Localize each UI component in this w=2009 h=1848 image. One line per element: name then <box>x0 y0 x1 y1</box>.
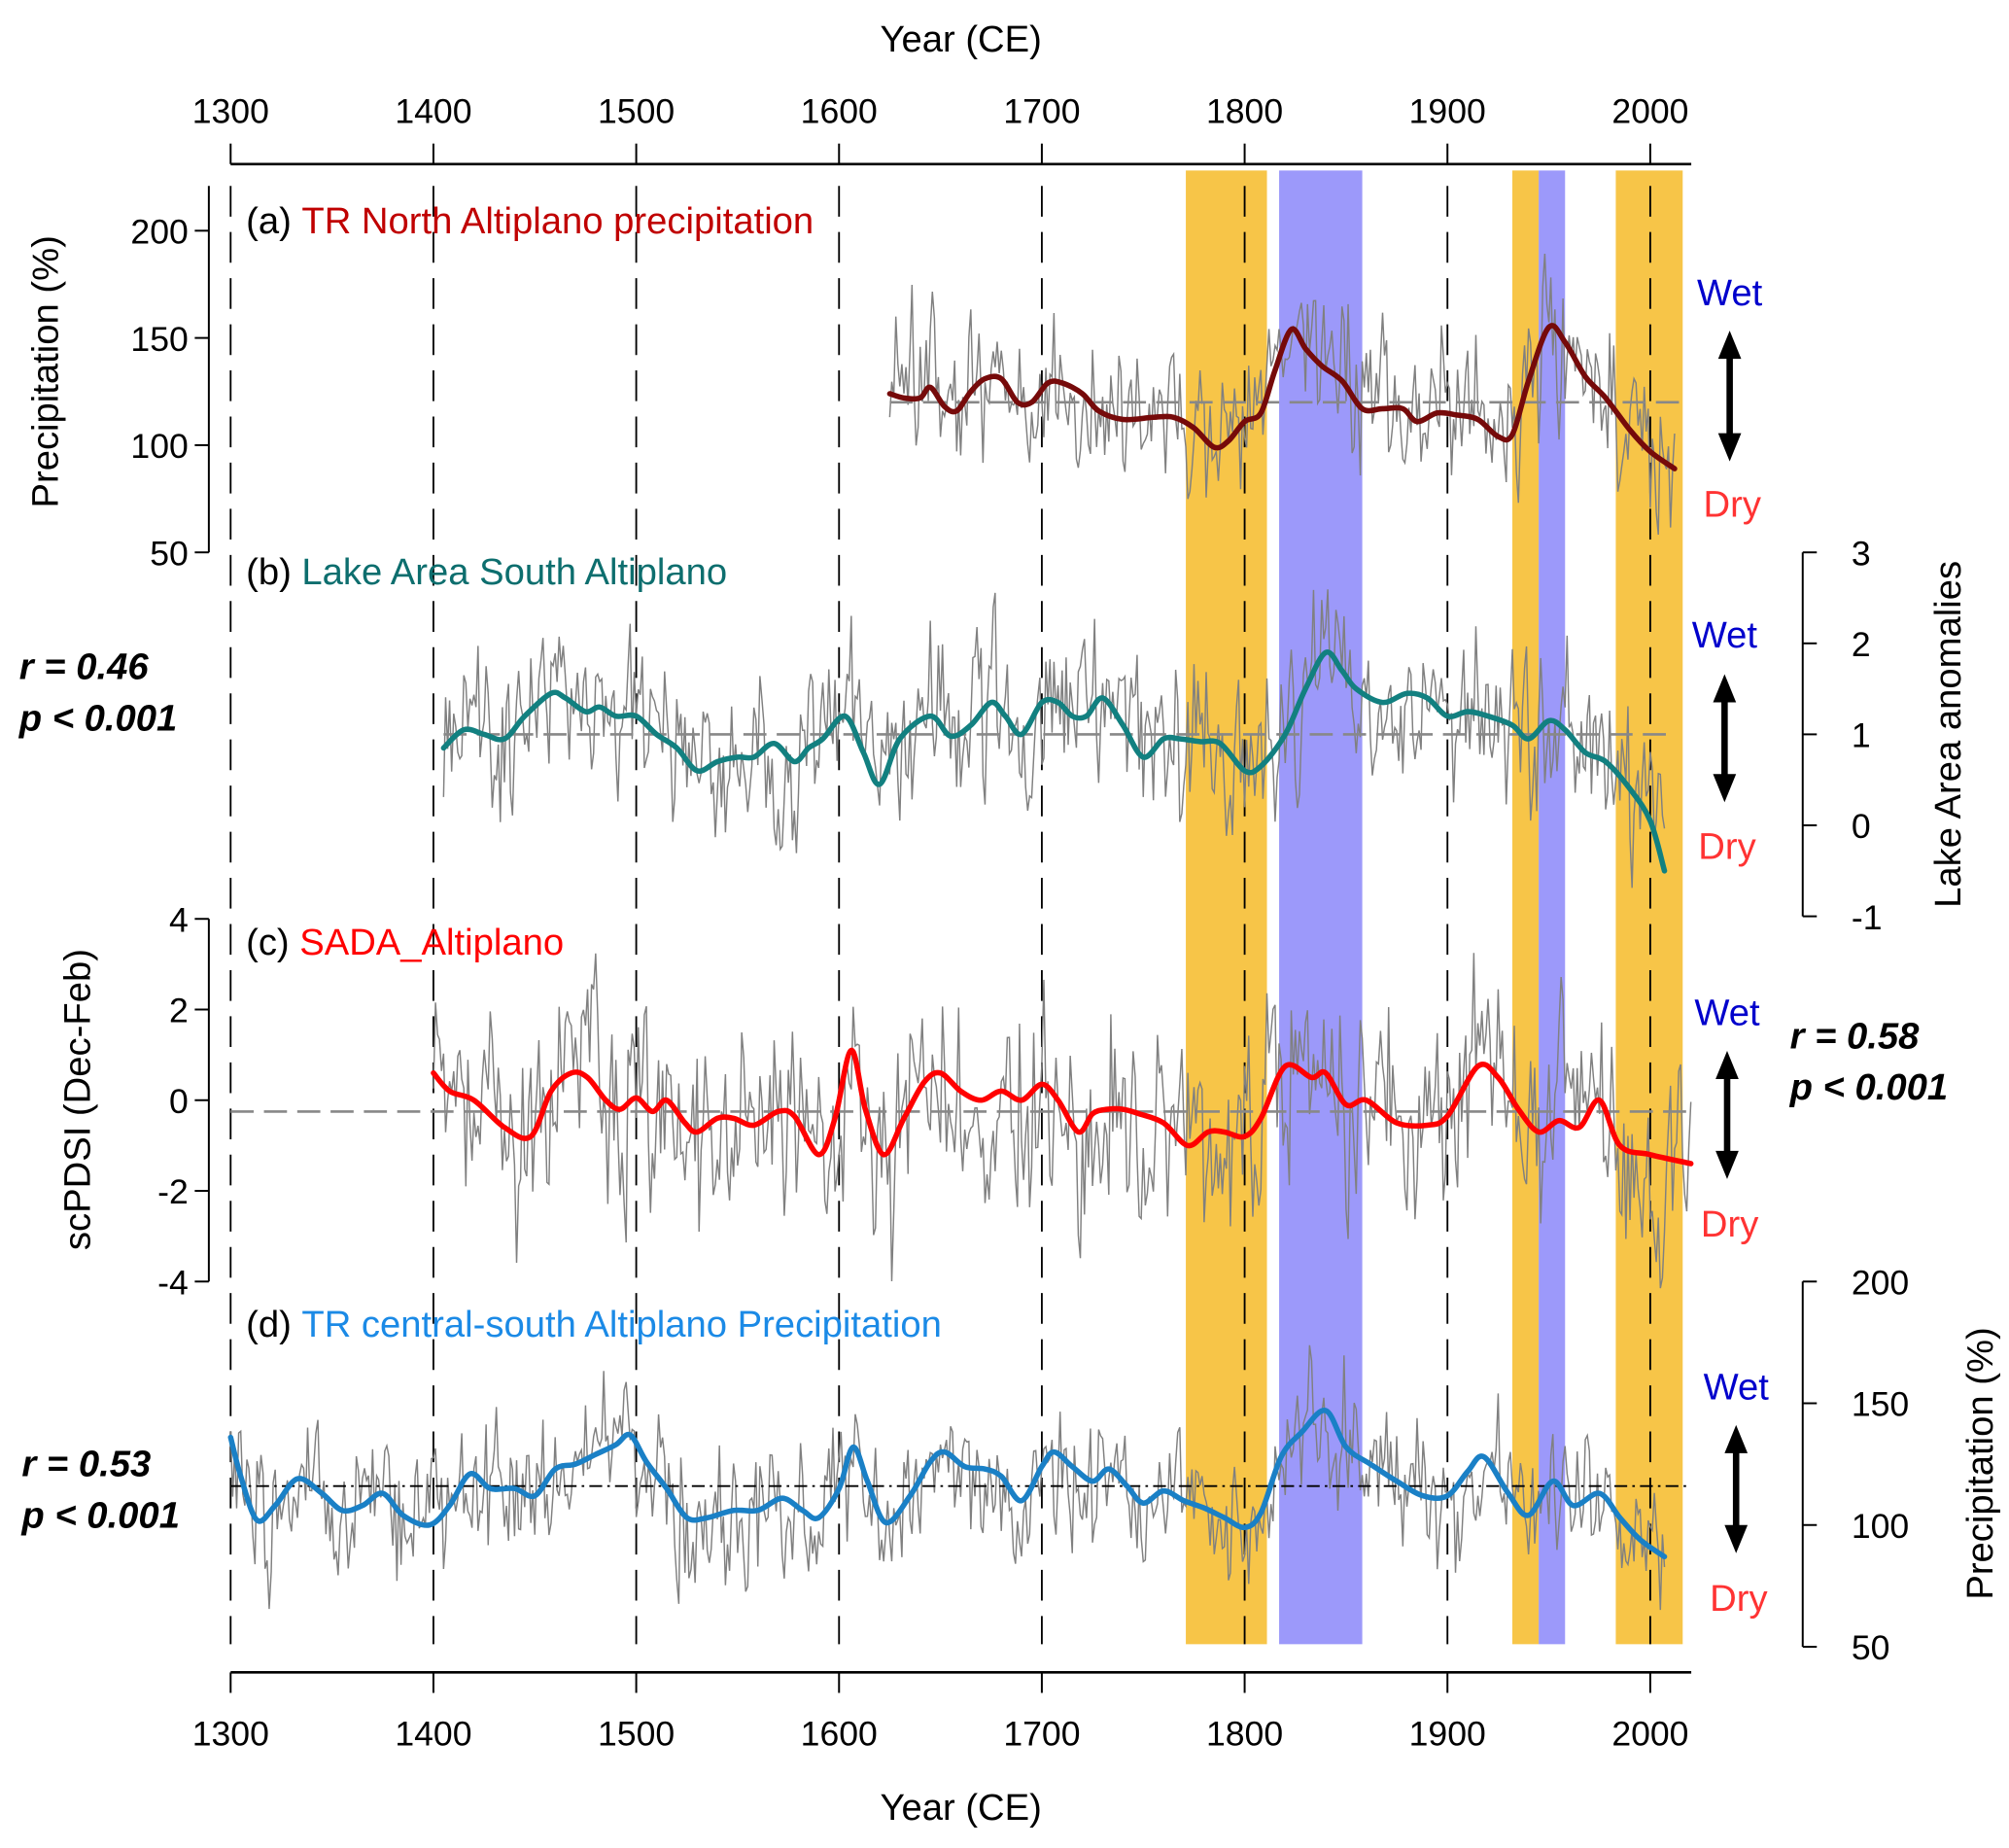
x-tick-label-top: 1900 <box>1409 92 1486 131</box>
panel-c-tag: (c) <box>246 922 290 963</box>
panel-d-smoothed-line <box>227 1408 1668 1560</box>
wet-dry-arrows <box>1713 331 1749 1553</box>
panel-c-y-axis-title: scPDSI (Dec-Feb) <box>56 949 98 1250</box>
x-tick-label-bottom: 1400 <box>395 1714 471 1753</box>
x-tick-label-bottom: 1900 <box>1409 1714 1486 1753</box>
panel-d-y-tick-label: 150 <box>1852 1385 1909 1424</box>
arrow-up-icon <box>1724 1424 1749 1453</box>
panel-a-dry-label: Dry <box>1704 483 1762 525</box>
panel-d-annual-series <box>229 1344 1666 1611</box>
panel-b-wet-label: Wet <box>1692 614 1758 656</box>
panel-b-y-tick-label: -1 <box>1852 898 1883 937</box>
panel-c-y-tick-label: 0 <box>169 1082 189 1121</box>
axes-layer: 1300130014001400150015001600160017001700… <box>130 92 1909 1754</box>
arrow-down-icon <box>1713 774 1737 803</box>
panel-a-y-tick-label: 50 <box>150 534 189 573</box>
panel-d-y-tick-label: 100 <box>1852 1507 1909 1546</box>
panel-a-smoothed-line <box>886 323 1678 471</box>
arrow-up-icon <box>1713 674 1737 703</box>
panel-c-annual-series <box>433 953 1692 1289</box>
x-tick-label-top: 2000 <box>1611 92 1688 131</box>
panel-c-title: (c) SADA_Altiplano <box>246 922 564 963</box>
x-tick-label-bottom: 1500 <box>598 1714 675 1753</box>
panel-a-y-tick-label: 200 <box>130 213 188 252</box>
panel-d-y-tick-label: 50 <box>1852 1628 1890 1667</box>
arrow-up-icon <box>1717 331 1742 360</box>
panel-d-dry-label: Dry <box>1710 1578 1768 1620</box>
panel-a-wet-label: Wet <box>1697 272 1763 314</box>
panel-b-y-tick-label: 1 <box>1852 716 1871 755</box>
panel-c-y-tick-label: -4 <box>157 1263 189 1302</box>
panel-a-y-axis-title: Precipitation (%) <box>24 235 66 507</box>
panel-c-smoothed-line <box>431 1047 1694 1167</box>
shaded-period-wet <box>1279 170 1363 1645</box>
panel-b-smoothed-line <box>440 649 1668 874</box>
panel-d-wet-label: Wet <box>1704 1367 1770 1409</box>
x-tick-label-top: 1500 <box>598 92 675 131</box>
x-tick-label-top: 1300 <box>192 92 269 131</box>
panel-b-dry-label: Dry <box>1698 825 1756 867</box>
panel-b-annual-series <box>442 589 1666 889</box>
arrow-down-icon <box>1717 433 1742 462</box>
panel-d-tag: (d) <box>246 1304 292 1345</box>
panel-c-y-tick-label: -2 <box>157 1172 189 1211</box>
panel-a-title: (a) TR North Altiplano precipitation <box>246 200 814 242</box>
panel-d-p-value: p < 0.001 <box>20 1494 180 1536</box>
panel-d-name: TR central-south Altiplano Precipitation <box>301 1304 942 1345</box>
panel-b-y-tick-label: 2 <box>1852 625 1871 664</box>
x-axis-title-top: Year (CE) <box>880 18 1041 60</box>
panel-b-name: Lake Area South Altiplano <box>301 551 727 593</box>
panel-c-dry-label: Dry <box>1701 1203 1759 1245</box>
x-axis-title-bottom: Year (CE) <box>880 1787 1041 1829</box>
panel-a-tag: (a) <box>246 200 292 242</box>
arrow-down-icon <box>1724 1524 1749 1553</box>
x-tick-label-bottom: 2000 <box>1611 1714 1688 1753</box>
panel-c-y-tick-label: 4 <box>169 900 189 939</box>
panel-c-name: SADA_Altiplano <box>299 922 564 963</box>
x-tick-label-bottom: 1600 <box>801 1714 878 1753</box>
panel-b-y-tick-label: 3 <box>1852 534 1871 573</box>
x-tick-label-bottom: 1800 <box>1206 1714 1283 1753</box>
panel-c-wet-label: Wet <box>1694 993 1760 1034</box>
arrow-down-icon <box>1715 1150 1739 1179</box>
panel-b-r-value: r = 0.46 <box>19 646 150 688</box>
x-tick-label-top: 1400 <box>395 92 471 131</box>
x-tick-label-top: 1600 <box>801 92 878 131</box>
panel-c-r-value: r = 0.58 <box>1790 1015 1921 1057</box>
panel-a-annual-series <box>888 254 1676 536</box>
arrow-up-icon <box>1715 1051 1739 1080</box>
panel-a-y-tick-label: 150 <box>130 320 188 359</box>
panel-d-y-axis-title: Precipitation (%) <box>1959 1327 2001 1599</box>
panel-b-y-axis-title: Lake Area anomalies <box>1927 561 1969 908</box>
century-gridlines <box>229 186 1651 1645</box>
shaded-period-dry <box>1615 170 1683 1645</box>
panel-a-name: TR North Altiplano precipitation <box>301 200 814 242</box>
x-tick-label-top: 1800 <box>1206 92 1283 131</box>
x-tick-label-bottom: 1300 <box>192 1714 269 1753</box>
panel-b-y-tick-label: 0 <box>1852 807 1871 846</box>
panel-b-p-value: p < 0.001 <box>18 697 178 739</box>
panel-d-title: (d) TR central-south Altiplano Precipitat… <box>246 1304 942 1345</box>
panel-c-y-tick-label: 2 <box>169 992 189 1030</box>
panel-b-tag: (b) <box>246 551 292 593</box>
series-layer <box>227 254 1694 1611</box>
panel-c-p-value: p < 0.001 <box>1789 1066 1949 1108</box>
panel-d-y-tick-label: 200 <box>1852 1263 1909 1302</box>
panel-d-r-value: r = 0.53 <box>21 1444 151 1485</box>
x-tick-label-top: 1700 <box>1003 92 1080 131</box>
x-tick-label-bottom: 1700 <box>1003 1714 1080 1753</box>
panel-b-title: (b) Lake Area South Altiplano <box>246 551 727 593</box>
panel-a-y-tick-label: 100 <box>130 427 188 466</box>
